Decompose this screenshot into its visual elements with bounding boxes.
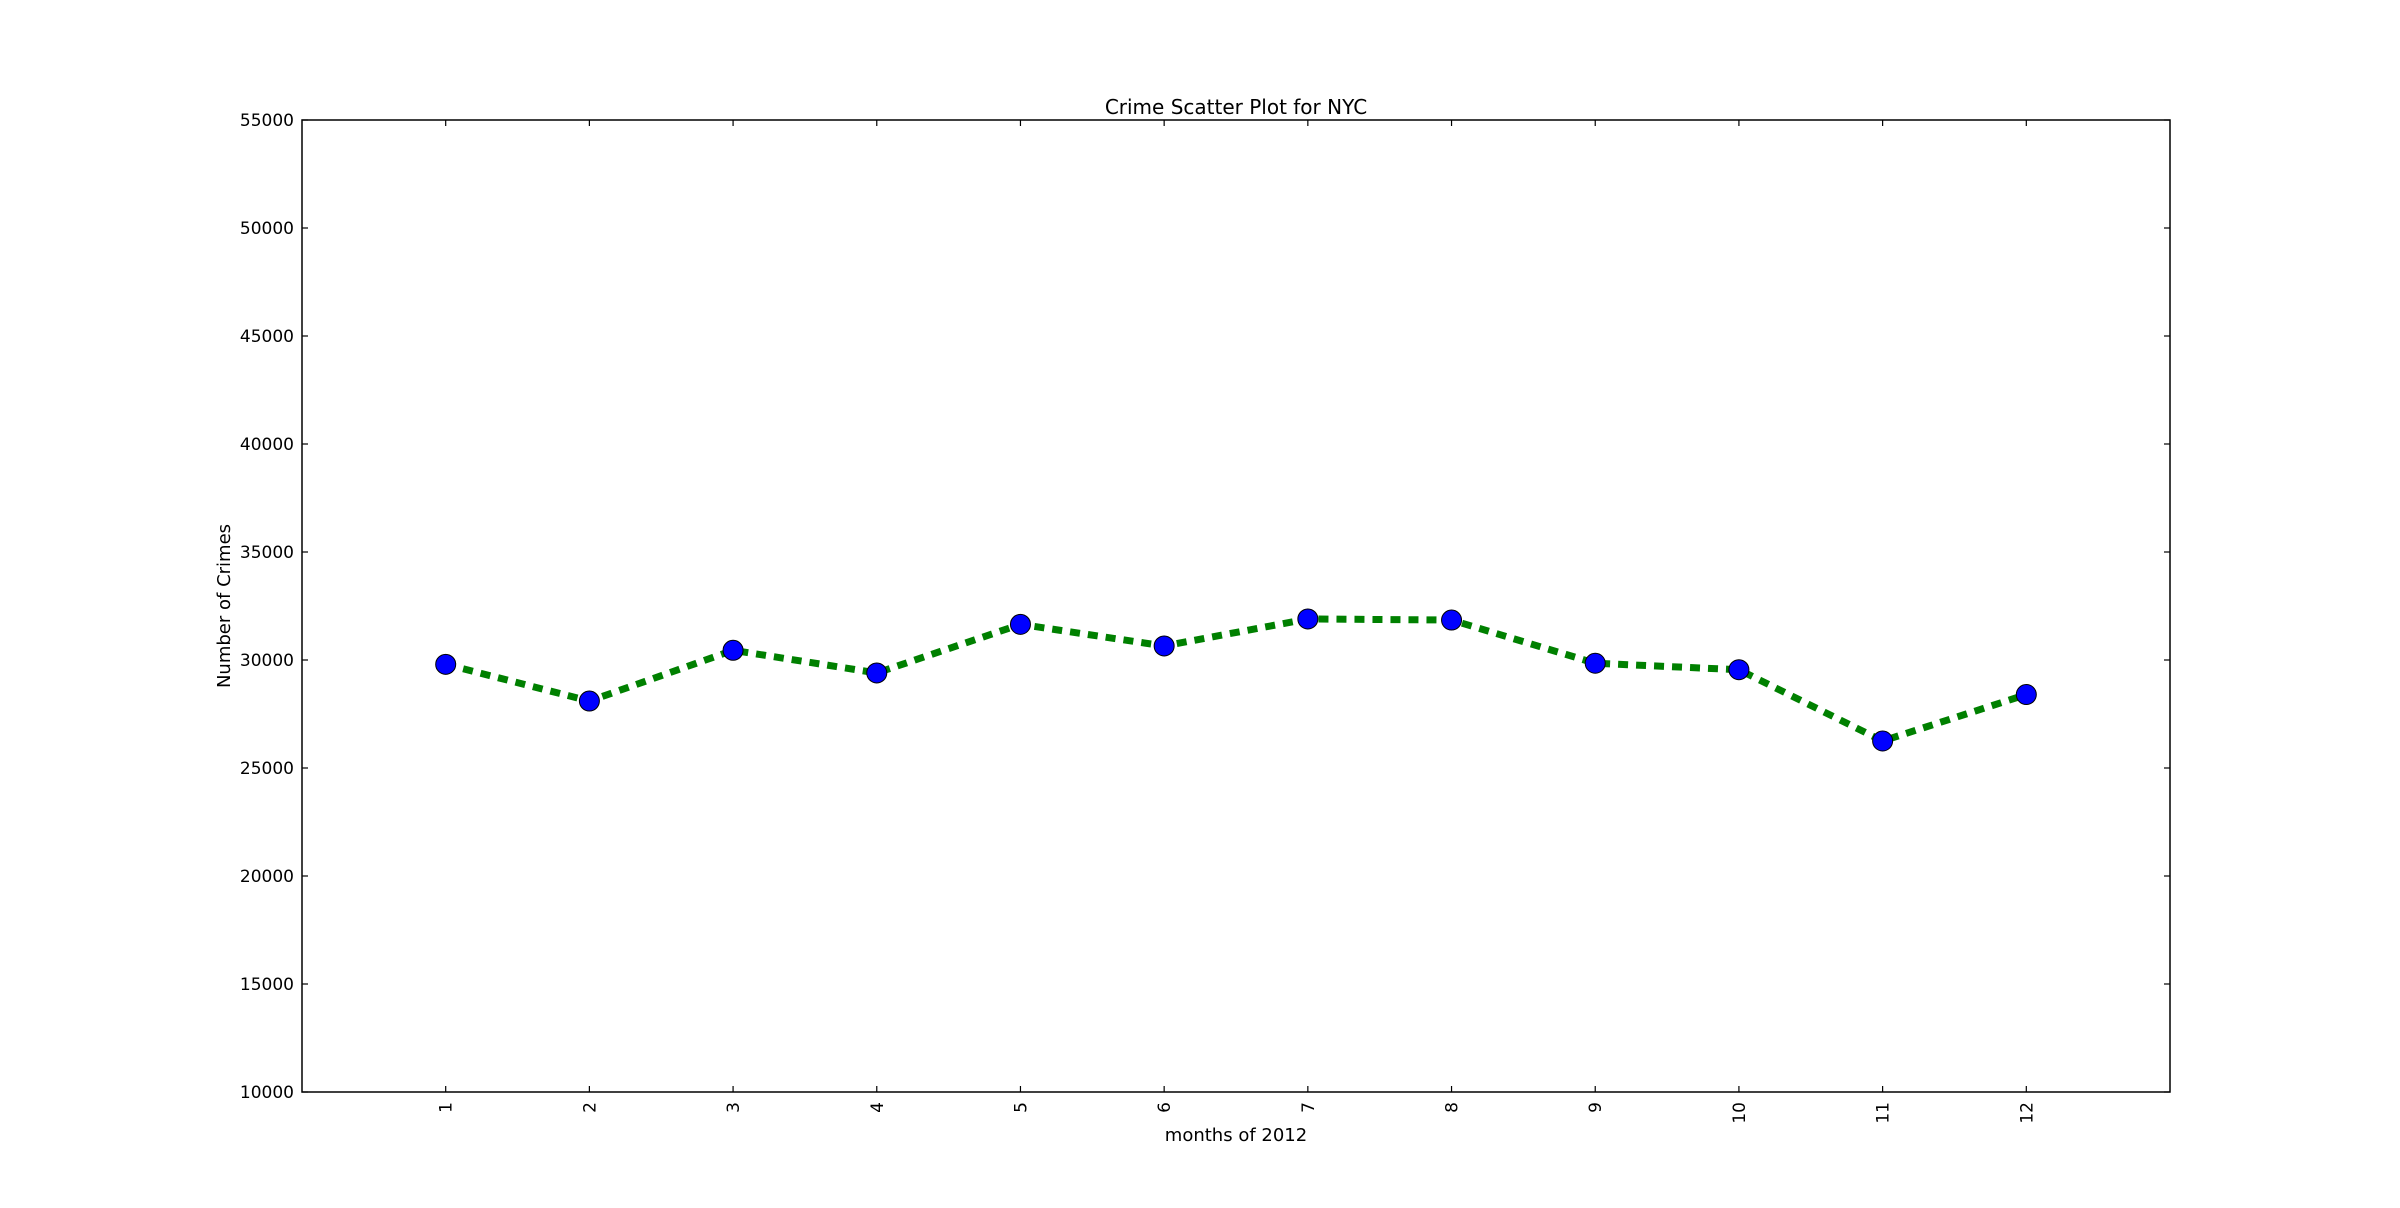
data-point-month-6 bbox=[1153, 635, 1175, 657]
data-point-month-11 bbox=[1872, 730, 1894, 752]
data-point-month-5 bbox=[1009, 613, 1031, 635]
y-tick-label: 20000 bbox=[240, 867, 294, 887]
x-tick-label: 8 bbox=[1443, 1102, 1463, 1113]
y-tick-label: 10000 bbox=[240, 1083, 294, 1103]
x-tick-label: 5 bbox=[1011, 1102, 1031, 1113]
x-tick-label: 9 bbox=[1586, 1102, 1606, 1113]
y-tick-label: 50000 bbox=[240, 219, 294, 239]
plot-frame bbox=[301, 119, 2171, 1093]
y-tick-label: 40000 bbox=[240, 435, 294, 455]
x-tick-label: 3 bbox=[724, 1102, 744, 1113]
y-axis-label: Number of Crimes bbox=[214, 524, 235, 688]
x-tick-label: 12 bbox=[2017, 1102, 2037, 1124]
data-point-month-12 bbox=[2015, 684, 2037, 706]
data-point-month-9 bbox=[1584, 652, 1606, 674]
y-tick-label: 55000 bbox=[240, 111, 294, 131]
x-tick-label: 11 bbox=[1874, 1102, 1894, 1124]
x-axis-label: months of 2012 bbox=[1165, 1125, 1307, 1146]
data-point-month-4 bbox=[866, 662, 888, 684]
chart-title: Crime Scatter Plot for NYC bbox=[1105, 95, 1367, 119]
y-tick-label: 35000 bbox=[240, 543, 294, 563]
y-tick-label: 25000 bbox=[240, 759, 294, 779]
y-tick-label: 30000 bbox=[240, 651, 294, 671]
ticks-layer: 1000015000200002500030000350004000045000… bbox=[240, 111, 2170, 1124]
data-point-month-1 bbox=[435, 653, 457, 675]
y-tick-label: 45000 bbox=[240, 327, 294, 347]
series-layer bbox=[435, 608, 2037, 752]
data-point-month-2 bbox=[578, 690, 600, 712]
x-tick-label: 6 bbox=[1155, 1102, 1175, 1113]
data-point-month-8 bbox=[1441, 609, 1463, 631]
data-point-month-10 bbox=[1728, 659, 1750, 681]
x-tick-label: 1 bbox=[437, 1102, 457, 1113]
series-line bbox=[444, 615, 2028, 745]
data-point-month-7 bbox=[1297, 608, 1319, 630]
x-tick-label: 2 bbox=[580, 1102, 600, 1113]
x-tick-label: 4 bbox=[868, 1102, 888, 1113]
x-tick-label: 7 bbox=[1299, 1102, 1319, 1113]
plot-area bbox=[302, 120, 2170, 1092]
x-tick-label: 10 bbox=[1730, 1102, 1750, 1124]
y-tick-label: 15000 bbox=[240, 975, 294, 995]
data-point-month-3 bbox=[722, 639, 744, 661]
